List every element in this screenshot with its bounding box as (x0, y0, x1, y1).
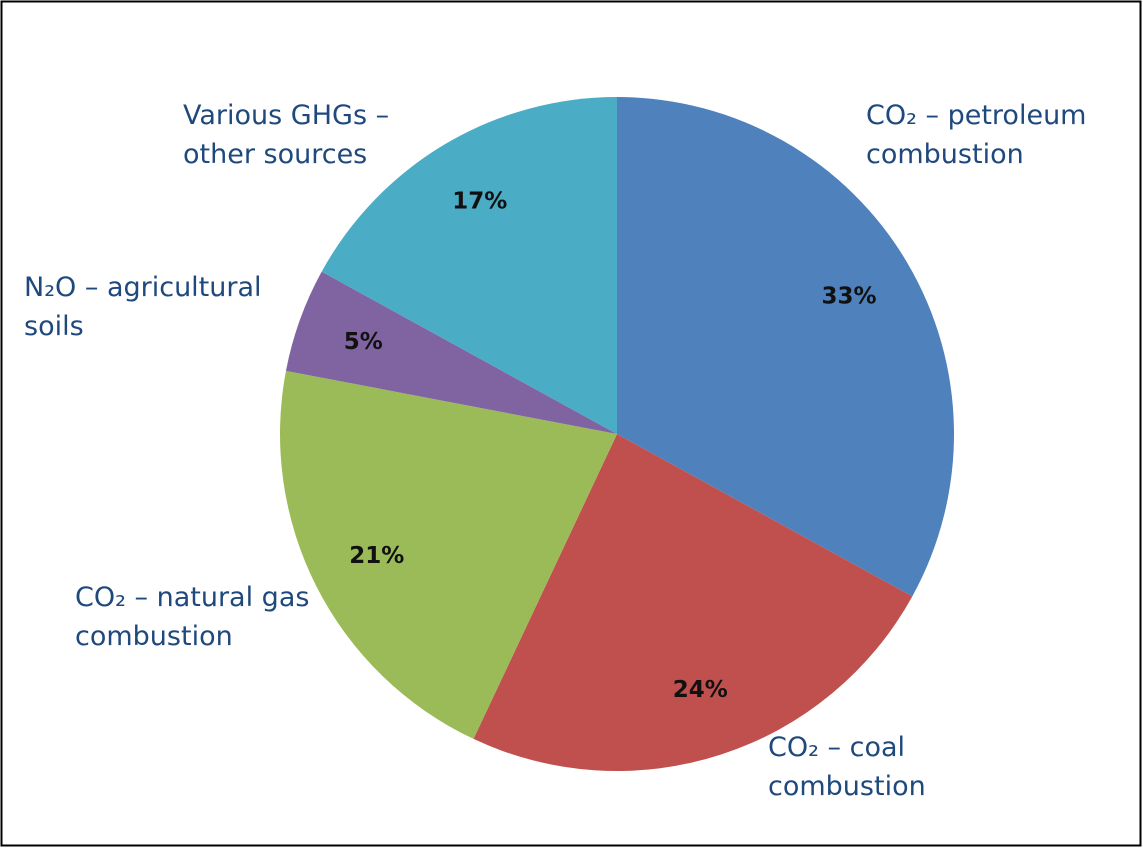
pie-slice (321, 97, 617, 434)
pie-slice (285, 271, 617, 434)
data-label: 17% (452, 188, 507, 214)
pie-slice (280, 370, 617, 739)
category-label: CO₂ – petroleum combustion (866, 100, 1087, 170)
data-label: 33% (822, 283, 877, 309)
category-label: CO₂ – natural gas combustion (75, 582, 310, 652)
category-label: Various GHGs – other sources (183, 100, 390, 170)
category-label: N₂O – agricultural soils (24, 272, 262, 342)
data-label: 5% (344, 329, 383, 355)
data-label: 24% (673, 677, 728, 703)
pie-slice (617, 97, 954, 597)
pie-slice (473, 434, 913, 771)
category-label: CO₂ – coal combustion (768, 732, 926, 802)
data-label: 21% (349, 543, 404, 569)
